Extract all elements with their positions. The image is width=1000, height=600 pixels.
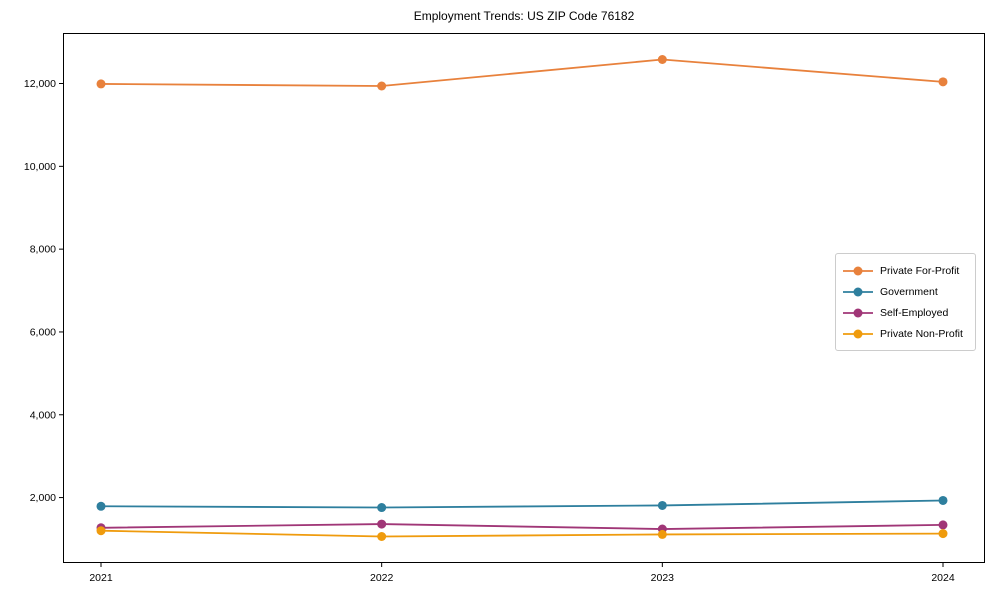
- series-line: [100, 523, 944, 530]
- series-line: [100, 499, 944, 509]
- data-point-marker: [938, 495, 948, 505]
- legend-label: Self-Employed: [880, 306, 949, 319]
- y-tick-label: 12,000: [24, 78, 56, 90]
- data-point-marker: [657, 500, 667, 510]
- legend-label: Private For-Profit: [880, 264, 960, 277]
- legend-label: Private Non-Profit: [880, 327, 963, 340]
- series-line: [100, 58, 944, 87]
- data-point-marker: [96, 526, 106, 536]
- legend-swatch-icon: [843, 287, 873, 296]
- legend-item: Private For-Profit: [842, 260, 967, 281]
- plot-border: [63, 33, 985, 563]
- legend-label: Government: [880, 285, 938, 298]
- x-tick-label: 2022: [370, 572, 394, 584]
- x-tick-label: 2024: [931, 572, 955, 584]
- y-tick-label: 8,000: [30, 244, 56, 256]
- legend-swatch-icon: [843, 266, 873, 275]
- x-tick-label: 2023: [651, 572, 675, 584]
- y-tick-label: 6,000: [30, 326, 56, 338]
- legend-item: Government: [842, 281, 967, 302]
- data-point-marker: [377, 503, 387, 513]
- data-point-marker: [657, 529, 667, 539]
- x-tick-label: 2021: [89, 572, 113, 584]
- chart-title: Employment Trends: US ZIP Code 76182: [413, 9, 635, 23]
- legend-item: Self-Employed: [842, 302, 967, 323]
- y-tick-label: 10,000: [24, 161, 56, 173]
- legend-swatch-icon: [843, 308, 873, 317]
- data-point-marker: [938, 529, 948, 539]
- data-point-marker: [377, 532, 387, 541]
- legend: Private For-Profit Government Self-Employe…: [835, 253, 976, 351]
- data-point-marker: [657, 55, 667, 64]
- data-point-marker: [96, 79, 106, 89]
- y-tick-label: 2,000: [30, 492, 56, 504]
- data-point-marker: [377, 519, 387, 529]
- data-point-marker: [938, 77, 948, 87]
- legend-swatch-icon: [843, 329, 873, 338]
- y-tick-label: 4,000: [30, 409, 56, 421]
- data-point-marker: [938, 520, 948, 530]
- data-point-marker: [96, 501, 106, 511]
- legend-item: Private Non-Profit: [842, 323, 967, 344]
- series-line: [100, 529, 944, 538]
- data-point-marker: [377, 81, 387, 91]
